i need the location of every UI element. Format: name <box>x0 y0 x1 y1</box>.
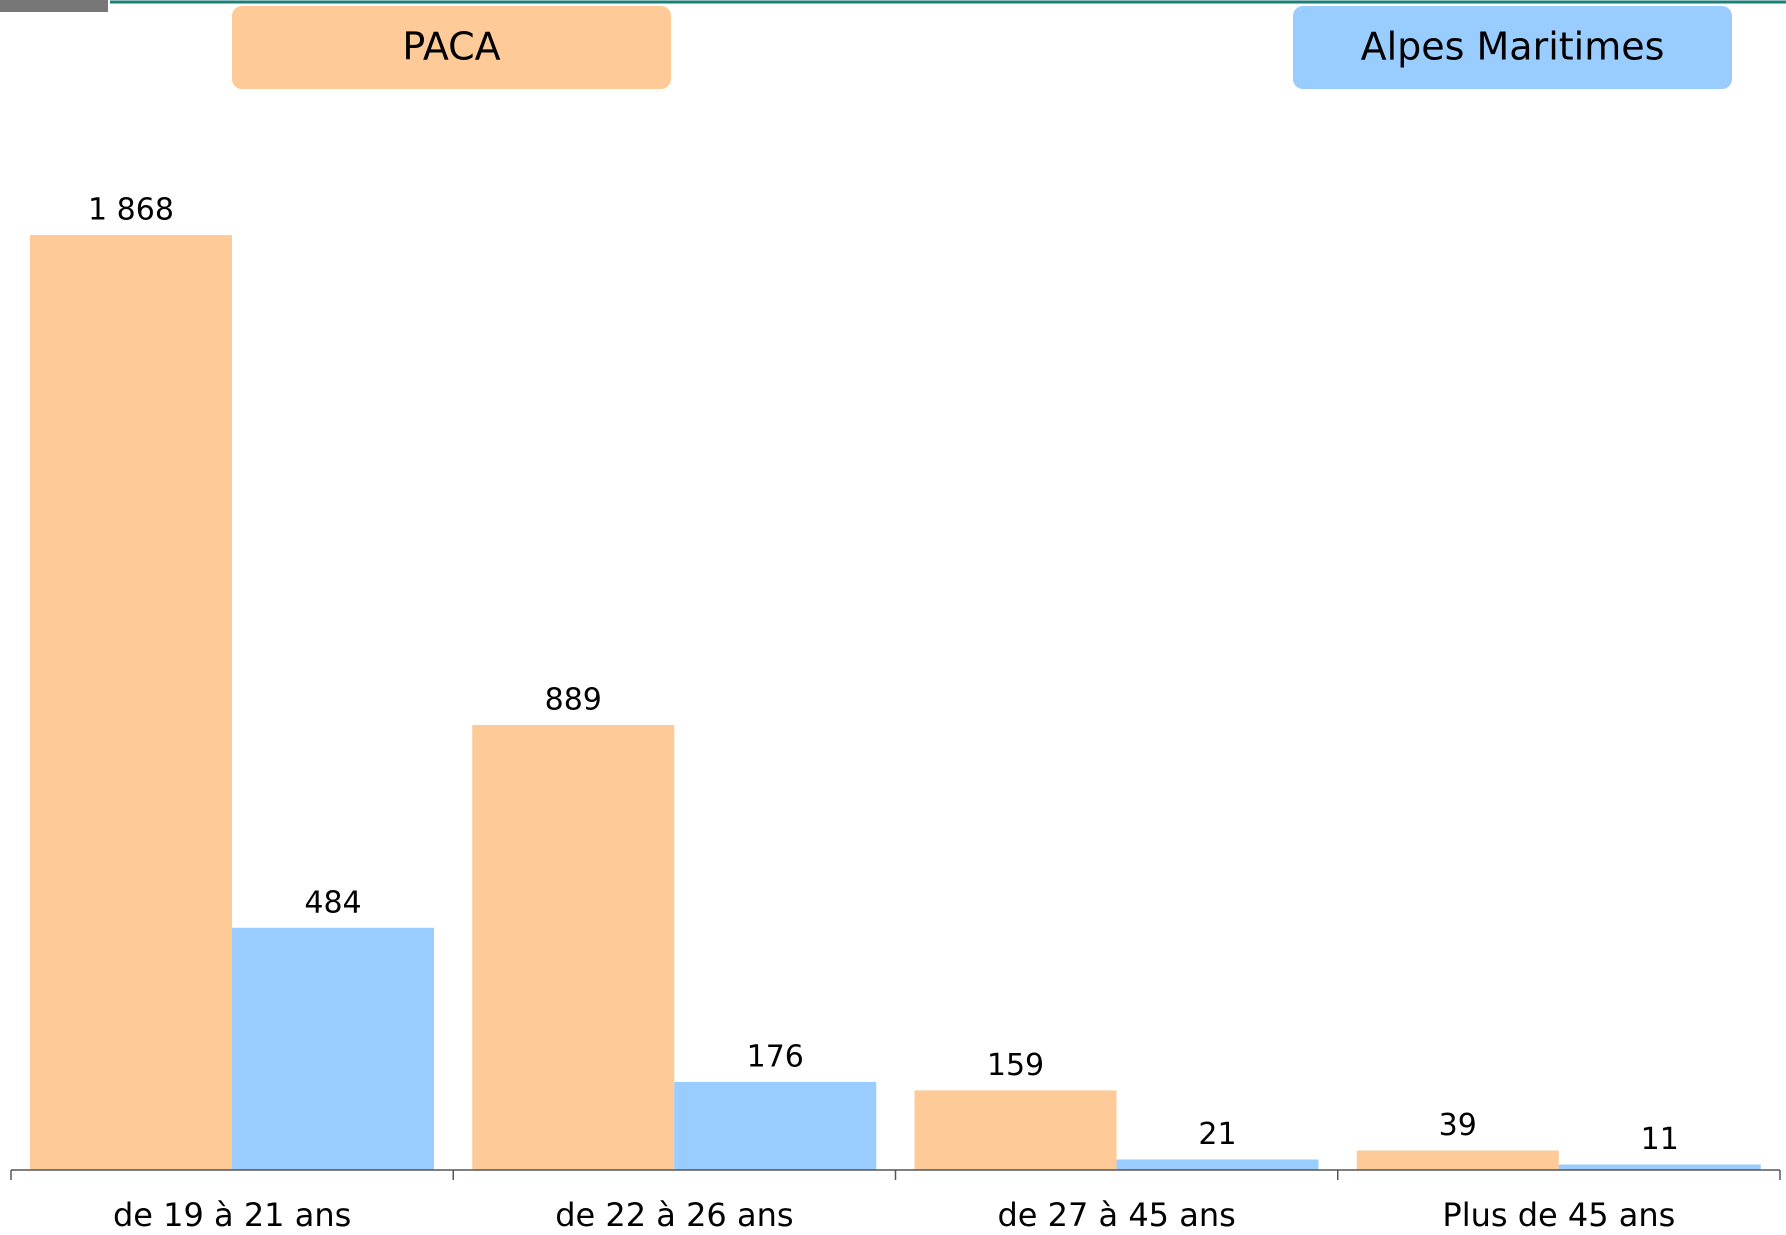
x-tick-label: de 19 à 21 ans <box>113 1196 351 1234</box>
bar <box>30 235 232 1171</box>
x-tick-label: de 27 à 45 ans <box>997 1196 1235 1234</box>
x-tick-label: Plus de 45 ans <box>1442 1196 1675 1234</box>
value-label: 159 <box>987 1048 1044 1083</box>
legend-label: PACA <box>402 25 500 69</box>
value-label: 1 868 <box>88 193 174 228</box>
bar <box>1558 1164 1761 1170</box>
value-label: 39 <box>1439 1108 1477 1143</box>
bar <box>914 1090 1117 1170</box>
bar <box>472 725 675 1170</box>
value-label: 484 <box>304 885 361 920</box>
value-label: 889 <box>545 683 602 718</box>
bar <box>1116 1159 1319 1170</box>
value-label: 21 <box>1198 1117 1236 1152</box>
legend-box <box>1293 6 1732 89</box>
bar <box>674 1081 877 1170</box>
value-label: 176 <box>747 1039 804 1074</box>
x-tick-label: de 22 à 26 ans <box>555 1196 793 1234</box>
value-label: 11 <box>1641 1122 1679 1157</box>
legend-label: Alpes Maritimes <box>1361 25 1665 69</box>
legend-box <box>232 6 671 89</box>
bar <box>232 927 434 1170</box>
logo-fragment <box>0 0 108 12</box>
bar <box>1356 1150 1559 1170</box>
